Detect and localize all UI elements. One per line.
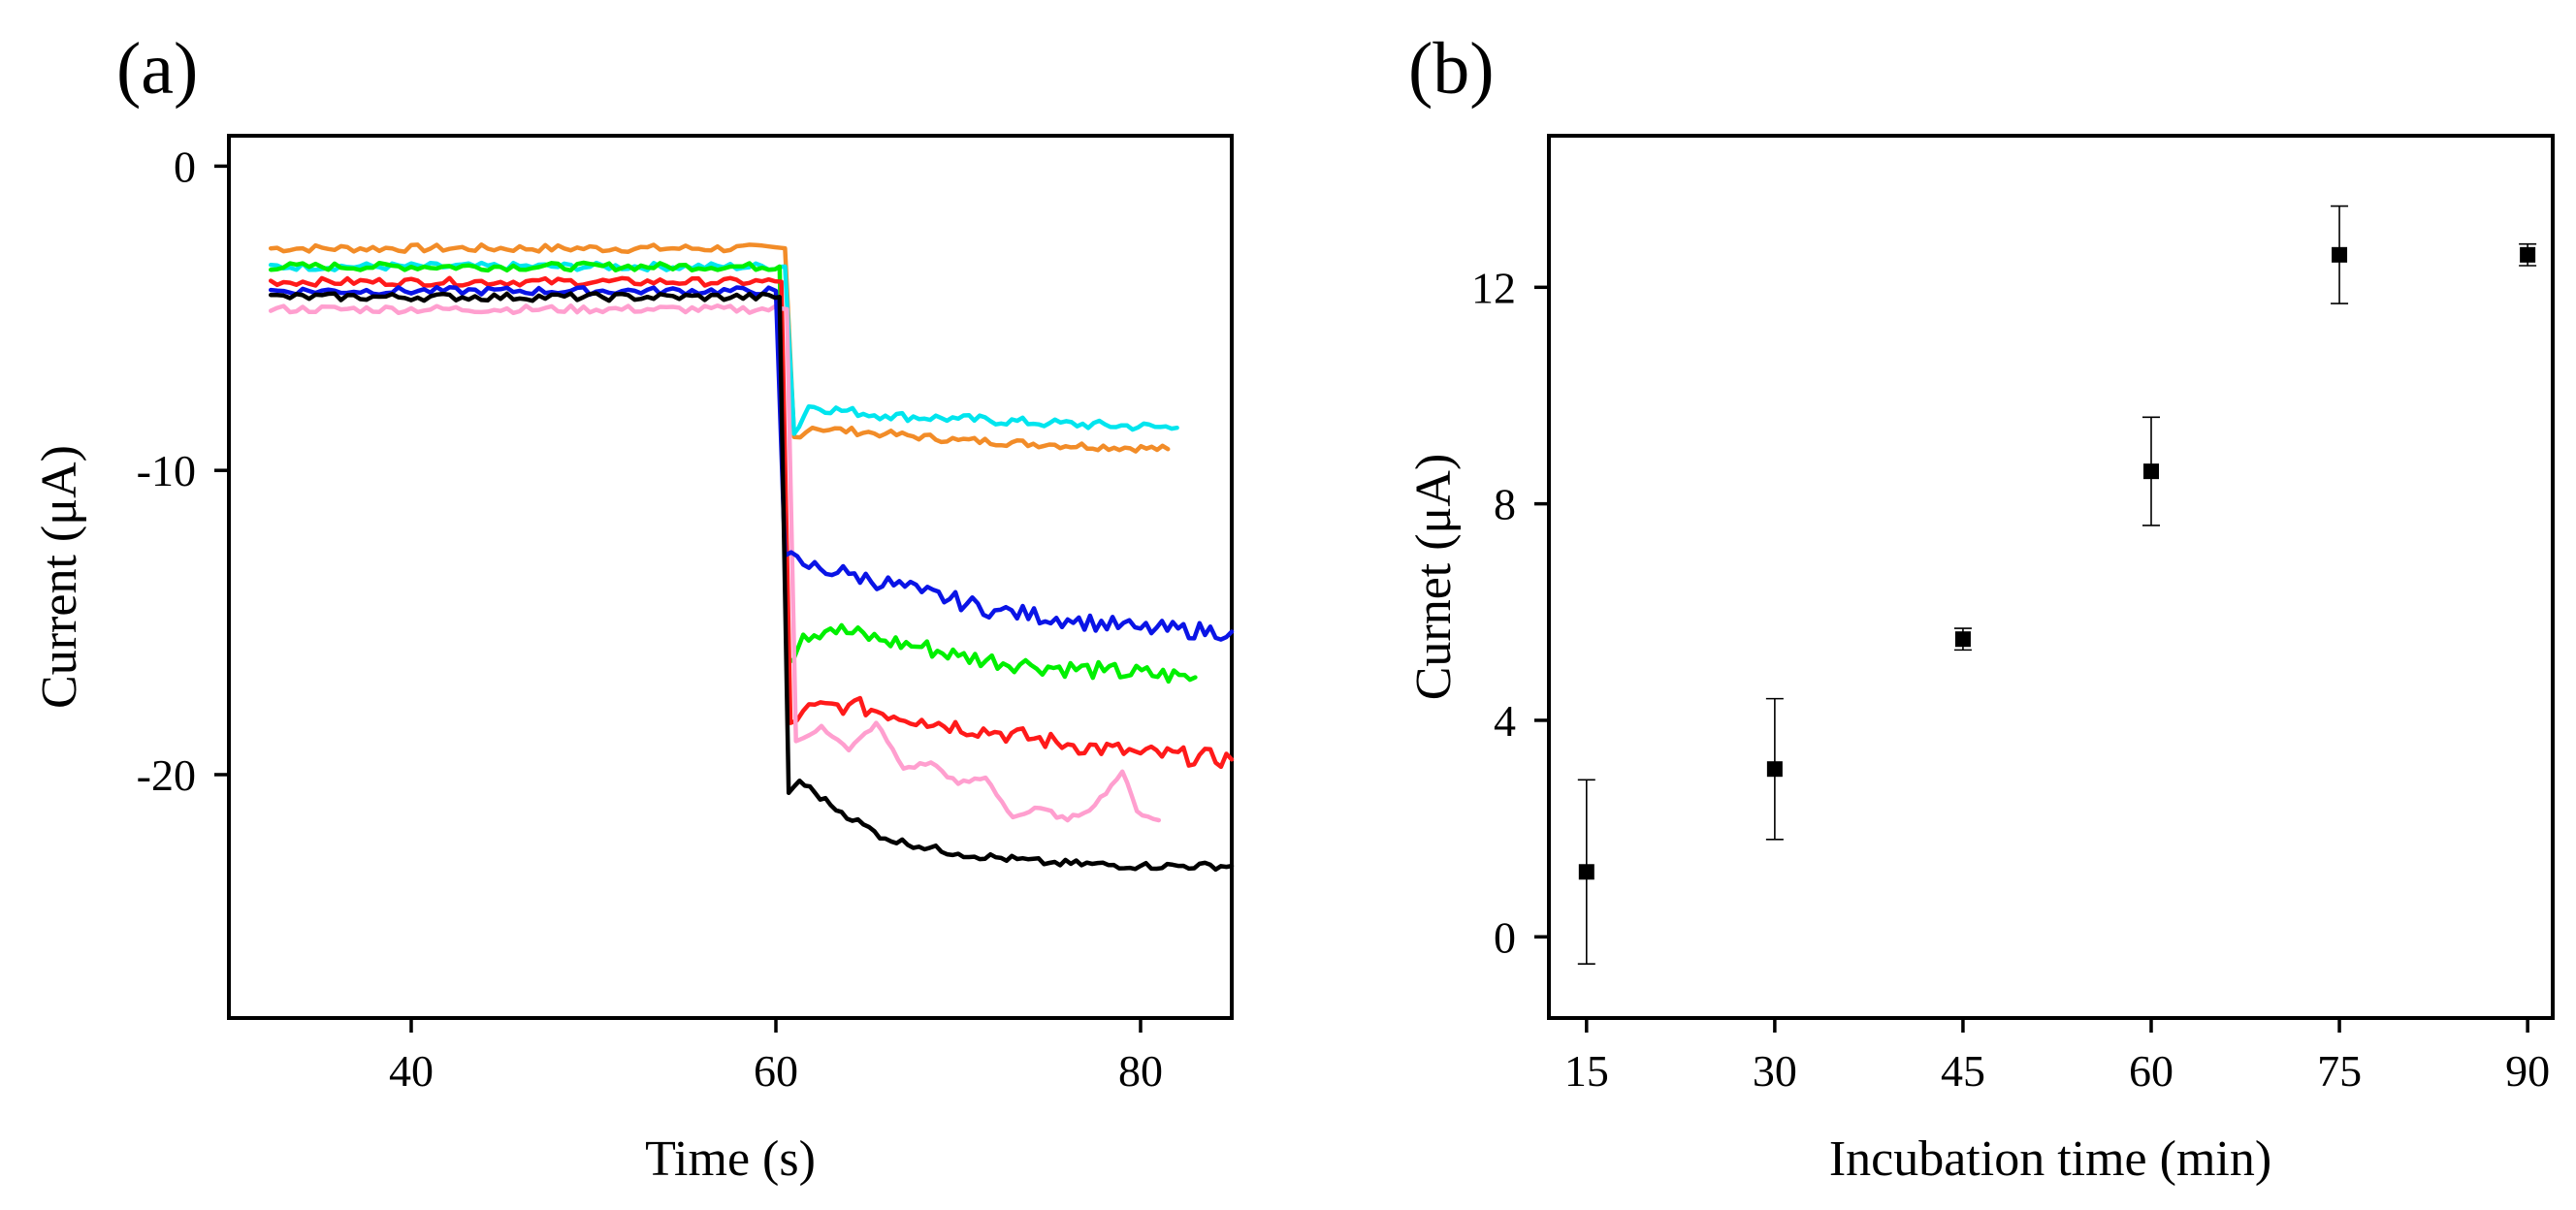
y-tick-label-b: 0 [1494,912,1516,962]
x-ticks-a: 40 60 80 [389,1018,1163,1096]
y-tick-label-a: -20 [137,750,196,800]
plot-frame-b [1547,134,2555,1020]
data-point [2520,246,2536,263]
data-point [1954,631,1971,648]
x-tick-label-b: 15 [1564,1046,1609,1096]
x-tick-label-a: 60 [754,1046,798,1096]
y-ticks-a: 0 -10 -20 [137,142,229,800]
data-point [1766,761,1783,778]
y-tick-label-b: 4 [1494,696,1516,746]
series-traces-a [268,242,1235,873]
x-axis-title-b: Incubation time (min) [1829,1131,2271,1187]
chart-panel-b: (b) 15 30 45 60 75 90 0 4 8 12 Incubation time (… [1406,28,2555,1187]
x-tick-label-b: 75 [2317,1046,2362,1096]
x-tick-label-b: 60 [2129,1046,2174,1096]
x-tick-label-a: 40 [389,1046,434,1096]
data-point [2143,463,2159,480]
series-line-black [268,291,1235,873]
panel-label-a: (a) [116,28,198,110]
y-tick-label-a: -10 [137,446,196,495]
x-ticks-b: 15 30 45 60 75 90 [1564,1018,2550,1096]
y-ticks-b: 0 4 8 12 [1471,263,1549,962]
plot-frame-a [227,134,1234,1020]
data-point [2332,246,2348,263]
x-tick-label-b: 45 [1941,1046,1985,1096]
series-line-orange [268,242,1171,454]
chart-panel-a: (a) 40 60 80 0 -10 -20 Time (s) Current (μA) [32,28,1235,1187]
y-axis-title-a: Current (μA) [32,445,87,709]
y-tick-label-b: 12 [1471,263,1516,312]
y-tick-label-b: 8 [1494,480,1516,529]
x-tick-label-b: 90 [2505,1046,2550,1096]
y-axis-title-b: Curnet (μA) [1406,454,1462,701]
error-bars-b [1577,205,2537,965]
x-axis-title-a: Time (s) [645,1131,816,1187]
x-tick-label-b: 30 [1753,1046,1797,1096]
series-line-pink [268,302,1162,823]
series-line-green [268,260,1198,685]
y-tick-label-a: 0 [174,142,196,191]
series-line-blue [268,284,1235,642]
data-points-b [1578,246,2536,880]
x-tick-label-a: 80 [1118,1046,1163,1096]
data-point [1578,864,1594,880]
series-line-cyan [268,260,1179,436]
series-line-red [268,275,1235,770]
panel-label-b: (b) [1408,28,1495,110]
